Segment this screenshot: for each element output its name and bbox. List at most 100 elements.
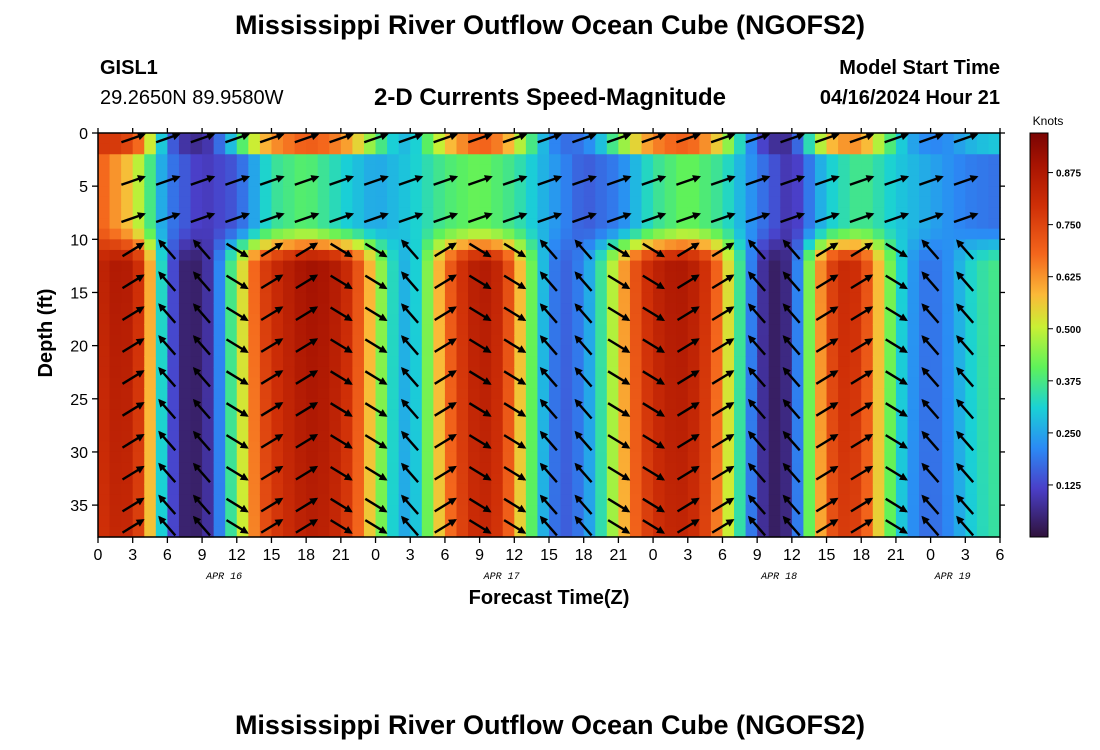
- heatmap-cell: [549, 366, 562, 379]
- heatmap-cell: [421, 335, 434, 347]
- chart-title: Mississippi River Outflow Ocean Cube (NG…: [234, 10, 866, 40]
- heatmap-cell: [838, 515, 851, 527]
- heatmap-cell: [283, 154, 296, 166]
- heatmap-cell: [502, 207, 515, 219]
- heatmap-cell: [791, 260, 805, 272]
- heatmap-cell: [248, 303, 261, 315]
- heatmap-cell: [606, 313, 619, 325]
- heatmap-cell: [225, 494, 238, 506]
- heatmap-cell: [988, 430, 1001, 442]
- heatmap-cell: [387, 271, 400, 283]
- heatmap-cell: [826, 473, 839, 485]
- current-vector-head: [782, 303, 791, 312]
- heatmap-cell: [560, 335, 573, 347]
- heatmap-cell: [456, 335, 469, 347]
- heatmap-cell: [618, 196, 631, 209]
- current-vector-head: [517, 472, 527, 481]
- heatmap-cell: [202, 335, 215, 347]
- heatmap-cell: [930, 218, 943, 230]
- heatmap-cell: [988, 239, 1001, 251]
- heatmap-cell: [676, 366, 689, 379]
- current-vector-head: [747, 515, 757, 525]
- heatmap-cell: [988, 271, 1001, 283]
- heatmap-cell: [838, 483, 851, 496]
- heatmap-cell: [98, 207, 111, 219]
- heatmap-cell: [953, 324, 966, 336]
- heatmap-cell: [98, 143, 111, 155]
- heatmap-cell: [363, 133, 377, 145]
- heatmap-cell: [502, 271, 515, 283]
- heatmap-cell: [491, 154, 504, 166]
- heatmap-cell: [271, 526, 284, 538]
- current-vector-head: [343, 281, 353, 290]
- heatmap-cell: [340, 366, 354, 379]
- heatmap-cell: [687, 218, 700, 230]
- heatmap-cell: [444, 441, 458, 453]
- heatmap-cell: [225, 164, 238, 177]
- heatmap-cell: [329, 281, 342, 294]
- heatmap-cell: [838, 143, 851, 155]
- heatmap-cell: [202, 175, 215, 187]
- heatmap-cell: [722, 483, 735, 496]
- heatmap-cell: [306, 356, 319, 368]
- y-tick-label: 30: [70, 445, 88, 462]
- heatmap-cell: [595, 218, 608, 230]
- heatmap-cell: [329, 186, 342, 198]
- current-vector-head: [137, 175, 146, 183]
- heatmap-cell: [525, 196, 539, 209]
- heatmap-cell: [317, 430, 330, 442]
- heatmap-cell: [225, 451, 238, 464]
- current-vector-head: [574, 239, 583, 249]
- heatmap-cell: [884, 260, 897, 272]
- heatmap-cell: [653, 292, 666, 304]
- heatmap-cell: [98, 271, 111, 283]
- current-vector-head: [900, 132, 910, 141]
- current-vectors: [121, 132, 979, 537]
- heatmap-cell: [768, 281, 781, 294]
- heatmap-cell: [965, 420, 978, 432]
- heatmap-cell: [479, 430, 492, 442]
- heatmap-cell: [202, 388, 215, 400]
- heatmap-cell: [190, 143, 203, 155]
- heatmap-cell: [352, 483, 365, 496]
- heatmap-cell: [838, 366, 851, 379]
- heatmap-cell: [375, 292, 388, 304]
- heatmap-cell: [722, 186, 735, 198]
- heatmap-cell: [375, 175, 388, 187]
- heatmap-cell: [167, 133, 180, 145]
- heatmap-cell: [144, 281, 157, 294]
- current-vector-head: [829, 465, 839, 474]
- heatmap-cell: [699, 133, 712, 145]
- current-vector-head: [482, 409, 492, 417]
- heatmap-cell: [248, 271, 261, 283]
- heatmap-cell: [745, 218, 758, 230]
- heatmap-cell: [618, 260, 631, 272]
- heatmap-cell: [340, 164, 354, 177]
- heatmap-cell: [421, 366, 434, 379]
- heatmap-cell: [965, 303, 978, 315]
- heatmap-cell: [826, 377, 839, 389]
- heatmap-cell: [433, 218, 446, 230]
- y-axis-label: Depth (ft): [35, 289, 57, 378]
- heatmap-cell: [757, 292, 770, 304]
- heatmap-cell: [121, 164, 134, 177]
- heatmap-cell: [421, 207, 434, 219]
- heatmap-cell: [699, 292, 712, 304]
- heatmap-cell: [768, 505, 781, 517]
- current-vector-head: [401, 430, 410, 440]
- heatmap-cell: [572, 409, 585, 421]
- heatmap-cell: [398, 473, 411, 485]
- heatmap-cell: [213, 143, 226, 155]
- heatmap-cell: [317, 281, 330, 294]
- heatmap-cell: [907, 281, 920, 294]
- heatmap-cell: [803, 494, 816, 506]
- current-vector-head: [309, 519, 319, 527]
- heatmap-cell: [572, 207, 585, 219]
- heatmap-cell: [664, 451, 677, 464]
- heatmap-cell: [433, 505, 446, 517]
- heatmap-cell: [722, 441, 735, 453]
- heatmap-cell: [976, 505, 990, 517]
- heatmap-cell: [976, 260, 990, 272]
- current-vector-head: [956, 430, 965, 440]
- heatmap-cell: [618, 271, 631, 283]
